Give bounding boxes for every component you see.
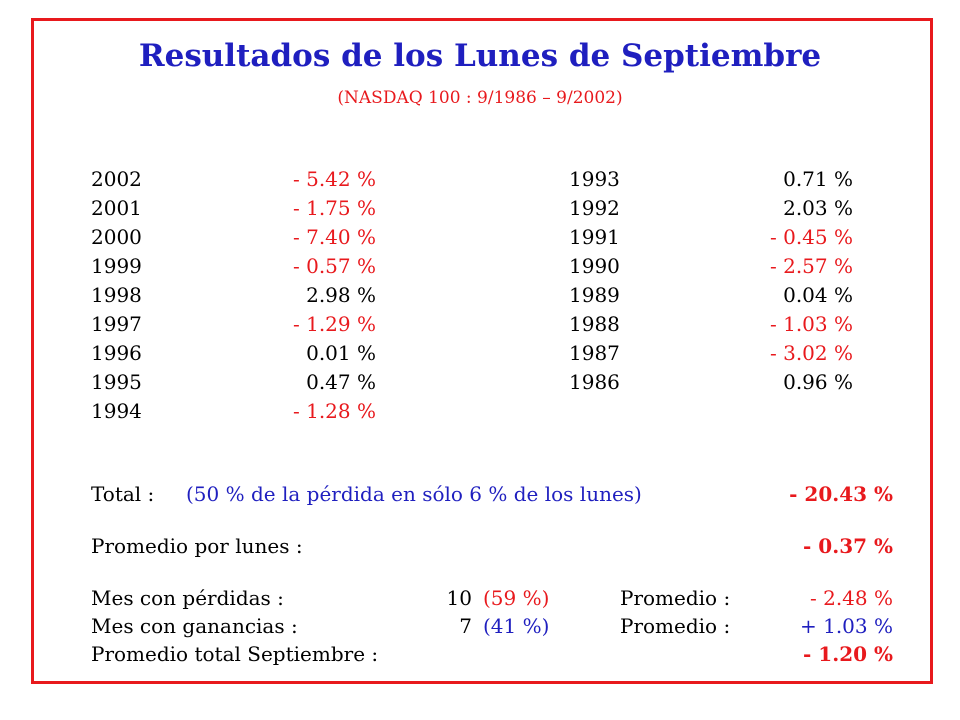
total-value: - 20.43 % — [789, 482, 893, 506]
row-year: 1992 — [569, 196, 620, 220]
row-year: 1993 — [569, 167, 620, 191]
slide-border — [31, 18, 933, 684]
september-average-value: - 1.20 % — [803, 642, 893, 666]
row-value: - 5.42 % — [292, 167, 376, 191]
row-year: 1991 — [569, 225, 620, 249]
row-year: 1998 — [91, 283, 142, 307]
row-value: - 0.57 % — [292, 254, 376, 278]
row-value: 2.98 % — [306, 283, 376, 307]
row-year: 1996 — [91, 341, 142, 365]
row-year: 1994 — [91, 399, 142, 423]
row-value: - 1.28 % — [292, 399, 376, 423]
gain-months-percent: (41 %) — [483, 614, 550, 638]
row-year: 1997 — [91, 312, 142, 336]
gain-months-label: Mes con ganancias : — [91, 614, 298, 638]
september-average-label: Promedio total Septiembre : — [91, 642, 379, 666]
row-value: 0.47 % — [306, 370, 376, 394]
row-value: - 7.40 % — [292, 225, 376, 249]
row-year: 1987 — [569, 341, 620, 365]
row-value: 0.04 % — [783, 283, 853, 307]
row-value: - 3.02 % — [769, 341, 853, 365]
loss-months-label: Mes con pérdidas : — [91, 586, 284, 610]
loss-average-label: Promedio : — [620, 586, 731, 610]
row-value: 2.03 % — [783, 196, 853, 220]
row-year: 1999 — [91, 254, 142, 278]
row-value: 0.71 % — [783, 167, 853, 191]
average-value: - 0.37 % — [803, 534, 893, 558]
loss-months-count: 10 — [446, 586, 472, 610]
row-year: 1995 — [91, 370, 142, 394]
page-subtitle: (NASDAQ 100 : 9/1986 – 9/2002) — [337, 88, 623, 108]
loss-months-percent: (59 %) — [483, 586, 550, 610]
row-year: 1990 — [569, 254, 620, 278]
average-label: Promedio por lunes : — [91, 534, 303, 558]
gain-months-count: 7 — [459, 614, 472, 638]
row-year: 1988 — [569, 312, 620, 336]
row-value: - 2.57 % — [769, 254, 853, 278]
page-title: Resultados de los Lunes de Septiembre — [138, 38, 822, 74]
total-label: Total : — [91, 482, 155, 506]
row-value: - 1.29 % — [292, 312, 376, 336]
row-value: - 1.75 % — [292, 196, 376, 220]
row-value: 0.96 % — [783, 370, 853, 394]
row-year: 2001 — [91, 196, 142, 220]
row-value: - 0.45 % — [769, 225, 853, 249]
row-value: - 1.03 % — [769, 312, 853, 336]
row-value: 0.01 % — [306, 341, 376, 365]
row-year: 2002 — [91, 167, 142, 191]
row-year: 1989 — [569, 283, 620, 307]
loss-average-value: - 2.48 % — [809, 586, 893, 610]
gain-average-value: + 1.03 % — [799, 614, 893, 638]
row-year: 2000 — [91, 225, 142, 249]
gain-average-label: Promedio : — [620, 614, 731, 638]
row-year: 1986 — [569, 370, 620, 394]
total-note: (50 % de la pérdida en sólo 6 % de los l… — [186, 482, 642, 506]
